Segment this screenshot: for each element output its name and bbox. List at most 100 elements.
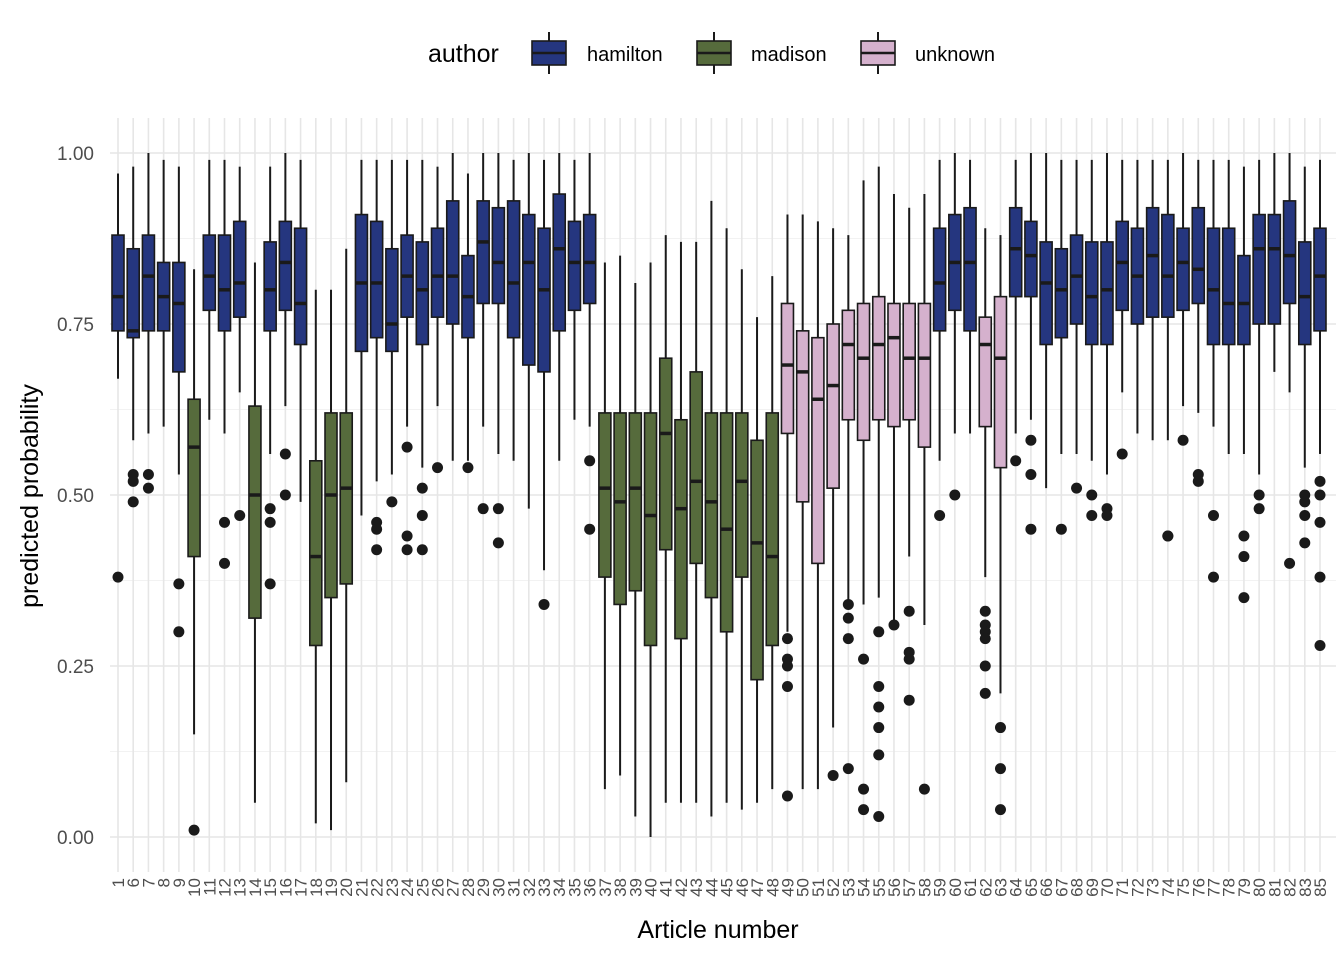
box-article-35 bbox=[567, 159, 582, 420]
outlier-point bbox=[584, 523, 596, 535]
box-article-1 bbox=[111, 173, 125, 583]
outlier-point bbox=[979, 633, 991, 645]
outlier-point bbox=[264, 503, 276, 515]
box-article-9 bbox=[172, 166, 186, 638]
box-article-76 bbox=[1191, 159, 1206, 487]
box-article-27 bbox=[445, 153, 460, 461]
x-tick-label: 33 bbox=[535, 878, 554, 897]
outlier-point bbox=[492, 537, 504, 549]
outlier-point bbox=[1253, 489, 1265, 501]
outlier-point bbox=[873, 810, 885, 822]
x-tick-label: 40 bbox=[642, 878, 661, 897]
box-article-24 bbox=[400, 159, 414, 556]
legend-entry-hamilton: hamilton bbox=[531, 32, 663, 74]
x-tick-label: 78 bbox=[1220, 878, 1239, 897]
box bbox=[978, 316, 993, 428]
box bbox=[902, 302, 916, 421]
box bbox=[1069, 234, 1084, 325]
box-article-50 bbox=[795, 214, 810, 790]
outlier-point bbox=[219, 516, 231, 528]
outlier-point bbox=[873, 626, 885, 638]
outlier-point bbox=[432, 462, 444, 474]
x-tick-label: 7 bbox=[139, 878, 158, 887]
box bbox=[1039, 241, 1053, 346]
outlier-point bbox=[1314, 639, 1326, 651]
outlier-point bbox=[477, 503, 489, 515]
box-article-23 bbox=[385, 159, 399, 508]
box-article-13 bbox=[232, 166, 247, 522]
box bbox=[1054, 247, 1069, 339]
box bbox=[552, 193, 567, 332]
x-tick-label: 14 bbox=[246, 878, 265, 897]
box bbox=[1267, 213, 1282, 325]
x-tick-label: 11 bbox=[200, 878, 219, 896]
outlier-point bbox=[1192, 475, 1204, 487]
x-tick-label: 80 bbox=[1250, 878, 1269, 897]
x-tick-label: 56 bbox=[885, 878, 904, 897]
outlier-point bbox=[918, 783, 930, 795]
box-article-30 bbox=[491, 153, 506, 549]
box-article-65 bbox=[1024, 153, 1038, 535]
outlier-point bbox=[371, 523, 383, 535]
box bbox=[324, 412, 338, 599]
outlier-point bbox=[1299, 537, 1311, 549]
x-tick-label: 45 bbox=[718, 878, 737, 897]
outlier-point bbox=[401, 544, 413, 556]
outlier-point bbox=[1314, 475, 1326, 487]
legend: author hamilton madison unknown bbox=[428, 32, 995, 74]
box-article-41 bbox=[658, 235, 673, 803]
box bbox=[187, 398, 201, 558]
box-article-78 bbox=[1221, 159, 1236, 454]
box-article-77 bbox=[1206, 159, 1221, 583]
box-article-29 bbox=[476, 153, 490, 515]
box-article-8 bbox=[156, 159, 171, 427]
x-tick-label: 48 bbox=[763, 878, 782, 897]
box bbox=[415, 241, 430, 346]
box bbox=[765, 412, 780, 647]
box bbox=[491, 206, 506, 305]
box-article-12 bbox=[217, 159, 232, 569]
box bbox=[689, 371, 703, 565]
x-tick-label: 53 bbox=[839, 878, 858, 897]
x-tick-label: 17 bbox=[292, 878, 311, 897]
box-article-26 bbox=[430, 166, 445, 474]
outlier-point bbox=[1299, 510, 1311, 522]
outlier-point bbox=[994, 763, 1006, 775]
box-article-21 bbox=[354, 159, 369, 516]
x-tick-label: 46 bbox=[733, 878, 752, 897]
box-article-45 bbox=[719, 228, 734, 803]
x-tick-label: 51 bbox=[809, 878, 828, 897]
x-tick-label: 81 bbox=[1265, 878, 1284, 897]
x-tick-label: 15 bbox=[261, 878, 280, 897]
box-article-49 bbox=[780, 214, 795, 802]
box bbox=[1084, 241, 1099, 346]
box-article-63 bbox=[993, 235, 1008, 816]
box bbox=[1191, 206, 1206, 305]
x-tick-label: 12 bbox=[216, 878, 235, 897]
outlier-point bbox=[538, 598, 550, 610]
x-tick-label: 18 bbox=[307, 878, 326, 897]
box-article-74 bbox=[1161, 159, 1175, 542]
box bbox=[887, 302, 901, 428]
outlier-point bbox=[142, 482, 154, 494]
x-tick-label: 25 bbox=[413, 878, 432, 897]
x-tick-label: 76 bbox=[1189, 878, 1208, 897]
box bbox=[537, 227, 551, 373]
x-tick-label: 44 bbox=[702, 878, 721, 897]
outlier-point bbox=[842, 598, 854, 610]
box-article-82 bbox=[1282, 153, 1297, 569]
box-article-66 bbox=[1039, 153, 1053, 489]
x-tick-label: 26 bbox=[429, 878, 448, 897]
x-tick-label: 10 bbox=[185, 878, 204, 897]
y-tick-label: 0.00 bbox=[57, 828, 94, 849]
box bbox=[628, 412, 643, 592]
x-axis-ticks: 1678910111213141516171819202122232425262… bbox=[109, 878, 1330, 897]
outlier-point bbox=[1207, 571, 1219, 583]
x-tick-label: 47 bbox=[748, 878, 767, 897]
outlier-point bbox=[842, 612, 854, 624]
box bbox=[1237, 254, 1251, 346]
outlier-point bbox=[781, 660, 793, 672]
box-article-58 bbox=[917, 194, 932, 795]
outlier-point bbox=[1284, 557, 1296, 569]
